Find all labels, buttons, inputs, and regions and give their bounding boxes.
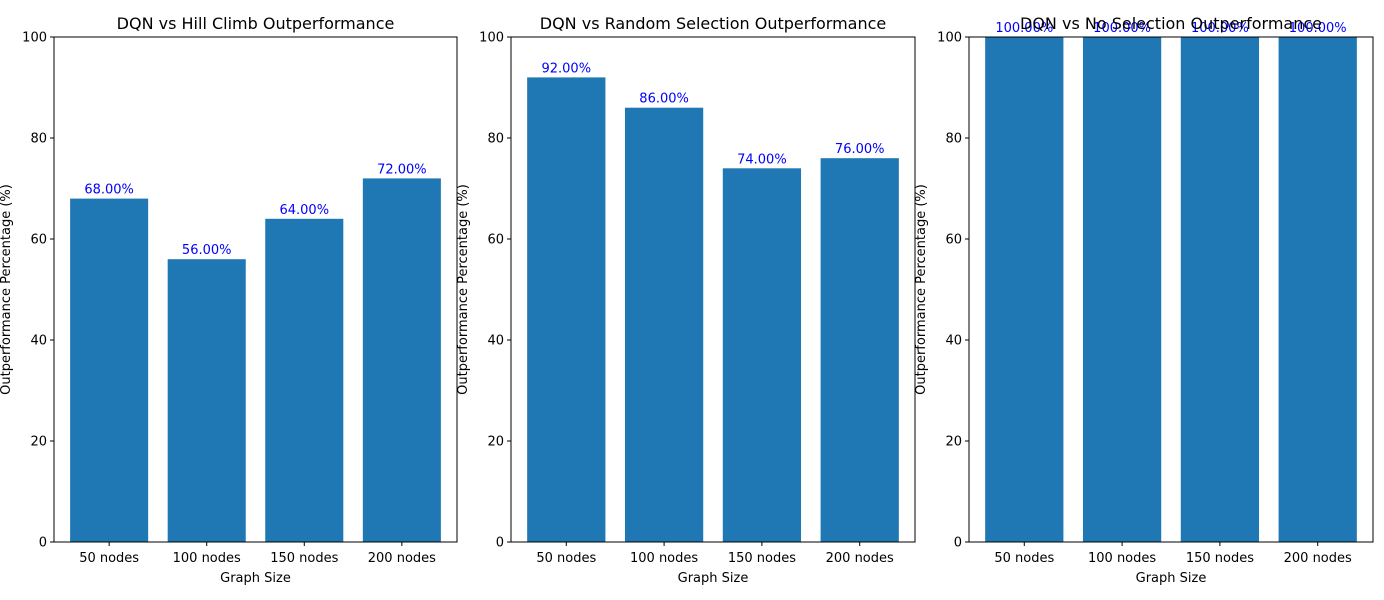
subplot-2: 0 20 40 60 80 100 50 nodes 100 nodes 150 nodes 20… — [456, 14, 916, 586]
bar-value-label: 76.00% — [835, 142, 885, 157]
bar-4 — [1278, 37, 1357, 542]
y-tick-label: 0 — [954, 536, 962, 551]
y-tick-label: 20 — [945, 435, 962, 450]
x-tick-label: 100 nodes — [630, 551, 698, 566]
x-tick-label: 50 nodes — [536, 551, 596, 566]
bar-value-label: 100.00% — [1289, 21, 1347, 36]
y-tick-label: 60 — [487, 233, 504, 248]
x-tick-label: 200 nodes — [1284, 551, 1352, 566]
x-tick-label: 100 nodes — [173, 551, 241, 566]
y-tick-label: 40 — [487, 334, 504, 349]
bar-2 — [1082, 37, 1162, 542]
bar-2 — [167, 259, 246, 542]
bar-4 — [362, 178, 441, 542]
y-tick-label: 20 — [30, 435, 47, 450]
axes-frame — [53, 36, 458, 543]
bar-value-label: 64.00% — [279, 203, 329, 218]
bar-value-label: 100.00% — [1191, 21, 1249, 36]
y-tick-label: 80 — [487, 132, 504, 147]
x-tick-label: 50 nodes — [994, 551, 1054, 566]
y-tick-label: 100 — [22, 31, 47, 46]
bar-value-label: 72.00% — [377, 162, 427, 177]
subplot-3: 0 20 40 60 80 100 50 nodes 100 nodes 150 nodes 20… — [914, 14, 1374, 586]
bar-value-label: 92.00% — [541, 61, 591, 76]
x-tick-label: 150 nodes — [270, 551, 338, 566]
x-axis-label: Graph Size — [1136, 571, 1207, 586]
y-axis-label: Outperformance Percentage (%) — [914, 184, 929, 395]
bar-3 — [722, 168, 802, 543]
bar-value-label: 56.00% — [182, 243, 232, 258]
bar-value-label: 100.00% — [1093, 21, 1151, 36]
axes-frame — [968, 36, 1374, 543]
bar-value-label: 74.00% — [737, 152, 787, 167]
y-tick-label: 80 — [30, 132, 47, 147]
y-tick-label: 0 — [39, 536, 47, 551]
chart-title: DQN vs Hill Climb Outperformance — [117, 14, 395, 33]
x-tick-label: 100 nodes — [1088, 551, 1156, 566]
x-tick-label: 200 nodes — [826, 551, 894, 566]
bar-4 — [820, 158, 899, 542]
subplot-1: 0 20 40 60 80 100 50 nodes 100 nodes 150 nodes 20… — [0, 14, 458, 586]
axes-frame — [510, 36, 916, 543]
y-tick-label: 40 — [30, 334, 47, 349]
chart-title: DQN vs Random Selection Outperformance — [540, 14, 886, 33]
y-axis-label: Outperformance Percentage (%) — [456, 184, 471, 395]
bar-3 — [265, 218, 344, 543]
bar-value-label: 86.00% — [639, 92, 689, 107]
x-tick-label: 150 nodes — [728, 551, 796, 566]
bar-value-label: 68.00% — [84, 183, 134, 198]
x-tick-label: 150 nodes — [1186, 551, 1254, 566]
y-tick-label: 60 — [30, 233, 47, 248]
chart-title: DQN vs No Selection Outperformance — [1020, 14, 1322, 33]
x-axis-label: Graph Size — [678, 571, 749, 586]
bar-2 — [624, 107, 704, 542]
y-axis-label: Outperformance Percentage (%) — [0, 184, 14, 395]
y-tick-label: 60 — [945, 233, 962, 248]
x-tick-label: 200 nodes — [368, 551, 436, 566]
y-tick-label: 20 — [487, 435, 504, 450]
x-axis-label: Graph Size — [220, 571, 291, 586]
y-tick-label: 40 — [945, 334, 962, 349]
y-tick-label: 100 — [937, 31, 962, 46]
x-tick-label: 50 nodes — [79, 551, 139, 566]
bar-1 — [527, 77, 606, 543]
y-tick-label: 100 — [479, 31, 504, 46]
bar-1 — [985, 37, 1064, 542]
bar-1 — [70, 198, 149, 542]
y-tick-label: 80 — [945, 132, 962, 147]
bar-3 — [1180, 37, 1260, 542]
y-tick-label: 0 — [496, 536, 504, 551]
bar-value-label: 100.00% — [995, 21, 1053, 36]
